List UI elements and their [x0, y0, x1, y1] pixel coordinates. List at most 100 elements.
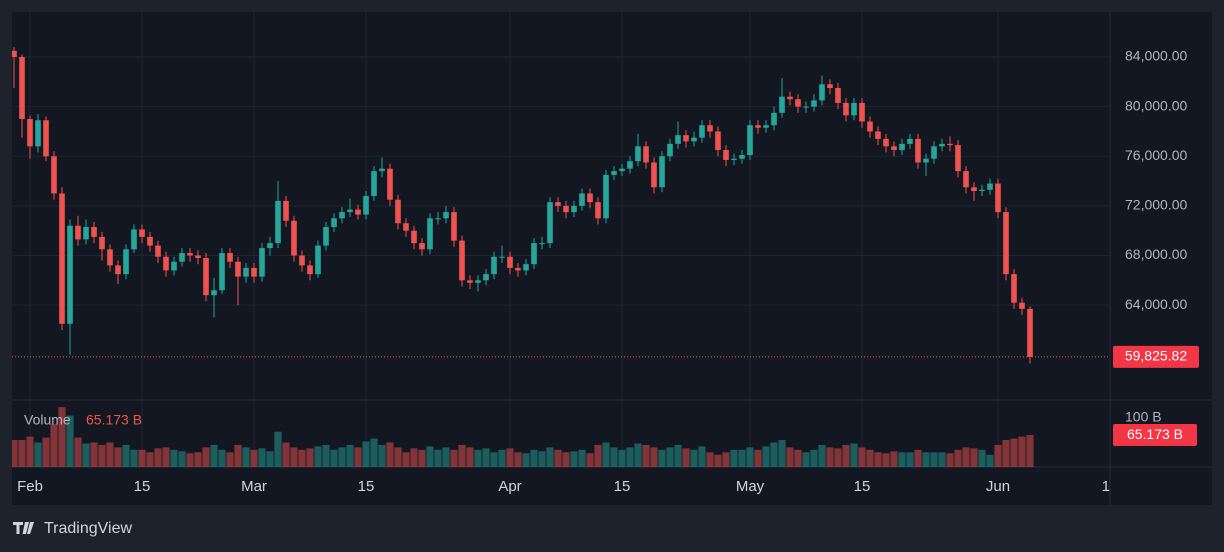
candle-body	[443, 212, 449, 219]
candle-body	[459, 240, 465, 281]
volume-bar	[690, 449, 698, 467]
volume-bar	[682, 448, 690, 467]
volume-bar	[170, 449, 178, 467]
volume-bar	[826, 447, 834, 467]
candle-body	[499, 256, 505, 258]
candle-body	[67, 225, 73, 324]
volume-bar	[162, 447, 170, 467]
volume-bar	[754, 449, 762, 467]
volume-bar	[698, 446, 706, 467]
volume-bar	[442, 447, 450, 467]
candle-body	[355, 209, 361, 215]
volume-bar	[914, 449, 922, 467]
candle-body	[731, 158, 737, 160]
candle-body	[603, 174, 609, 219]
volume-bar	[794, 449, 802, 467]
candle-body	[819, 84, 825, 101]
candle-body	[75, 225, 81, 240]
volume-bar	[458, 444, 466, 467]
candle-body	[907, 138, 913, 144]
candle-body	[475, 280, 481, 283]
candle-body	[571, 205, 577, 213]
x-tick-label: 15	[614, 478, 631, 495]
candle-body	[435, 218, 441, 220]
candle-body	[227, 253, 233, 262]
candle-body	[275, 200, 281, 244]
volume-bar	[1018, 436, 1026, 467]
volume-bar	[674, 444, 682, 467]
candle-body	[379, 168, 385, 172]
candle-body	[347, 209, 353, 213]
volume-bar	[426, 446, 434, 467]
volume-bar	[514, 452, 522, 467]
candle-body	[411, 230, 417, 244]
volume-bar	[706, 452, 714, 467]
x-tick-label: Feb	[17, 478, 43, 495]
candle-body	[243, 267, 249, 277]
y-tick-label: 84,000.00	[1125, 48, 1187, 64]
candle-body	[859, 102, 865, 122]
volume-bar	[258, 448, 266, 467]
candle-body	[235, 261, 241, 277]
y-tick-label: 68,000.00	[1125, 246, 1187, 262]
volume-bar	[274, 431, 282, 467]
volume-bar	[986, 454, 994, 467]
candle-body	[779, 96, 785, 113]
volume-bar	[90, 442, 98, 467]
candle-body	[851, 102, 857, 116]
candle-body	[523, 264, 529, 271]
volume-bar	[818, 444, 826, 467]
candle-body	[739, 155, 745, 159]
volume-bar	[650, 447, 658, 467]
brand-name: TradingView	[44, 520, 132, 537]
candle-body	[867, 121, 873, 132]
volume-bar	[410, 448, 418, 467]
candle-body	[147, 236, 153, 246]
volume-bar	[394, 447, 402, 467]
candle-body	[259, 248, 265, 277]
volume-bar	[466, 447, 474, 467]
volume-bar	[594, 444, 602, 467]
candle-body	[883, 138, 889, 147]
candle-body	[955, 145, 961, 172]
volume-bar	[506, 448, 514, 467]
volume-bar	[130, 449, 138, 467]
candle-body	[163, 256, 169, 271]
volume-bar	[810, 449, 818, 467]
volume-bar	[842, 444, 850, 467]
volume-bar	[562, 452, 570, 467]
volume-bar	[138, 449, 146, 467]
volume-bar	[330, 449, 338, 467]
candle-body	[315, 245, 321, 275]
volume-bar	[490, 452, 498, 467]
candle-body	[179, 253, 185, 262]
axes: 64,000.00 68,000.00 72,000.00 76,000.00 80,0…	[17, 48, 1199, 495]
candle-body	[331, 218, 337, 227]
volume-bar	[106, 442, 114, 467]
volume-bar	[298, 449, 306, 467]
volume-bar	[474, 449, 482, 467]
candle-body	[627, 161, 633, 169]
candle-body	[939, 143, 945, 147]
volume-bar	[554, 449, 562, 467]
candle-body	[99, 236, 105, 250]
candle-body	[115, 265, 121, 275]
volume-bar	[362, 441, 370, 467]
candle-body	[483, 274, 489, 281]
candle-body	[139, 229, 145, 237]
volume-bar	[58, 407, 66, 467]
x-tick-label: 15	[358, 478, 375, 495]
x-tick-label: May	[736, 478, 765, 495]
volume-bar	[874, 452, 882, 467]
candle-body	[395, 199, 401, 224]
volume-bar	[850, 443, 858, 467]
volume-bar	[658, 449, 666, 467]
candle-body	[835, 88, 841, 103]
volume-bar	[12, 440, 18, 467]
x-tick-label: Jun	[986, 478, 1010, 495]
last-price-label: 59,825.82	[1125, 348, 1187, 364]
candle-body	[547, 202, 553, 244]
volume-bar	[354, 447, 362, 467]
candle-body	[971, 187, 977, 191]
volume-bar	[546, 447, 554, 467]
